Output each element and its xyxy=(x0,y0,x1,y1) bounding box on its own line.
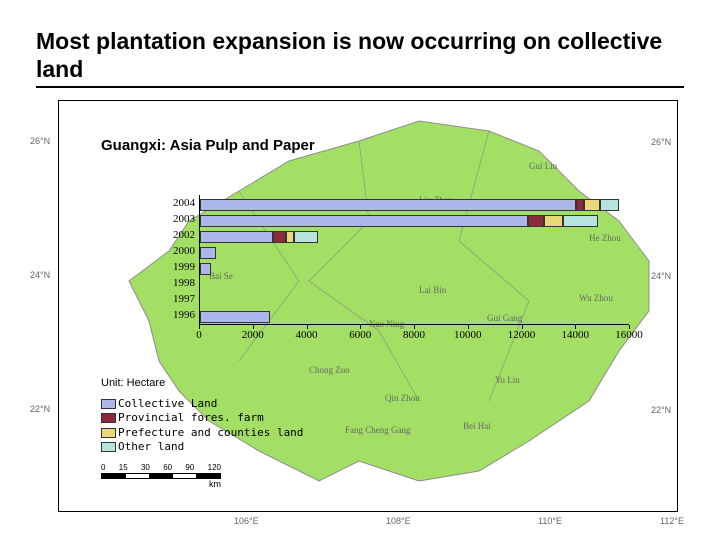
lon-label: 108°E xyxy=(386,516,411,526)
scalebar-seg xyxy=(196,474,220,478)
scalebar-seg xyxy=(149,474,173,478)
y-axis-label: 1998 xyxy=(159,277,195,289)
y-axis-label: 2004 xyxy=(159,197,195,209)
x-axis-label: 6000 xyxy=(345,329,375,341)
scalebar-tick: 90 xyxy=(185,463,194,472)
chart-plot xyxy=(199,195,629,325)
city-label: Gui Lin xyxy=(529,161,557,171)
scalebar-seg xyxy=(173,474,197,478)
city-label: Fang Cheng Gang xyxy=(345,425,411,435)
x-axis-label: 16000 xyxy=(614,329,644,341)
y-axis-label: 1997 xyxy=(159,293,195,305)
legend-label: Prefecture and counties land xyxy=(118,426,303,440)
lon-label: 110°E xyxy=(538,516,562,526)
scalebar-tick: 0 xyxy=(101,463,105,472)
lat-label-right: 26°N xyxy=(651,137,671,147)
bar-chart: 2004 2003 2002 2000 1999 1998 1997 1996 0 2000 40… xyxy=(159,195,629,355)
bar-row xyxy=(200,231,318,243)
title-underline xyxy=(36,86,684,88)
lat-label-right: 22°N xyxy=(651,405,671,415)
x-axis-label: 14000 xyxy=(560,329,590,341)
x-axis-label: 10000 xyxy=(453,329,483,341)
legend-swatch xyxy=(101,442,116,452)
bar-segment-provincial xyxy=(528,215,544,227)
legend-swatch xyxy=(101,428,116,438)
legend-label: Collective Land xyxy=(118,397,217,411)
x-axis-label: 8000 xyxy=(399,329,429,341)
y-axis-label: 1996 xyxy=(159,309,195,321)
lon-label: 112°E xyxy=(660,516,684,526)
bar-segment-other xyxy=(600,199,619,211)
bar-row xyxy=(200,311,270,323)
legend: Collective LandProvincial fores. farmPre… xyxy=(101,397,303,454)
city-label: Chong Zuo xyxy=(309,365,350,375)
legend-item: Prefecture and counties land xyxy=(101,426,303,440)
y-axis-label: 2003 xyxy=(159,213,195,225)
x-axis-label: 2000 xyxy=(238,329,268,341)
bar-row xyxy=(200,199,619,211)
lat-label-right: 24°N xyxy=(651,271,671,281)
bar-segment-other xyxy=(294,231,318,243)
legend-item: Collective Land xyxy=(101,397,303,411)
bar-segment-provincial xyxy=(273,231,286,243)
legend-swatch xyxy=(101,413,116,423)
bar-row xyxy=(200,215,598,227)
bar-segment-collective xyxy=(200,199,576,211)
legend-item: Other land xyxy=(101,440,303,454)
scalebar-unit: km xyxy=(101,479,221,489)
city-label: Yu Lin xyxy=(495,375,520,385)
bar-segment-prefecture xyxy=(584,199,600,211)
y-axis-label: 1999 xyxy=(159,261,195,273)
bar-segment-provincial xyxy=(576,199,584,211)
bar-segment-prefecture xyxy=(544,215,563,227)
x-axis-label: 12000 xyxy=(507,329,537,341)
lon-label: 106°E xyxy=(234,516,259,526)
scalebar-tick: 30 xyxy=(141,463,150,472)
city-label: Qin Zhou xyxy=(385,393,420,403)
bar-row xyxy=(200,247,216,259)
scale-bar: 0 15 30 60 90 120 km xyxy=(101,463,221,489)
legend-item: Provincial fores. farm xyxy=(101,411,303,425)
legend-label: Provincial fores. farm xyxy=(118,411,264,425)
x-axis-label: 4000 xyxy=(292,329,322,341)
bar-segment-collective xyxy=(200,215,528,227)
lat-label: 22°N xyxy=(30,404,50,414)
y-axis-label: 2002 xyxy=(159,229,195,241)
lat-label: 26°N xyxy=(30,136,50,146)
bar-segment-collective xyxy=(200,231,273,243)
city-label: Bei Hai xyxy=(463,421,491,431)
scalebar-tick: 120 xyxy=(208,463,221,472)
unit-label: Unit: Hectare xyxy=(101,377,165,389)
bar-row xyxy=(200,263,211,275)
bar-segment-collective xyxy=(200,263,211,275)
scalebar-seg xyxy=(102,474,126,478)
scalebar-tick: 15 xyxy=(119,463,128,472)
map-frame: Gui LinLiu ZhouHe ChiHe ZhouBai SeLai Bi… xyxy=(58,100,678,512)
chart-subtitle: Guangxi: Asia Pulp and Paper xyxy=(101,137,315,154)
y-axis-label: 2000 xyxy=(159,245,195,257)
x-axis-label: 0 xyxy=(184,329,214,341)
bar-segment-collective xyxy=(200,311,270,323)
bar-segment-collective xyxy=(200,247,216,259)
legend-swatch xyxy=(101,399,116,409)
scalebar-seg xyxy=(126,474,150,478)
lat-label: 24°N xyxy=(30,270,50,280)
slide-title: Most plantation expansion is now occurri… xyxy=(36,28,684,83)
bar-segment-prefecture xyxy=(286,231,294,243)
bar-segment-other xyxy=(563,215,598,227)
legend-label: Other land xyxy=(118,440,184,454)
scalebar-tick: 60 xyxy=(163,463,172,472)
slide: Most plantation expansion is now occurri… xyxy=(0,0,720,540)
